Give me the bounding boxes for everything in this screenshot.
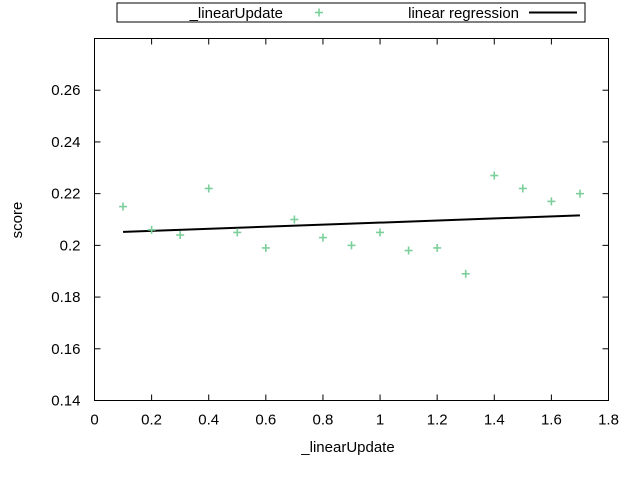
legend: _linearUpdate linear regression bbox=[116, 2, 586, 23]
y-tick-label: 0.26 bbox=[51, 82, 80, 99]
x-tick-label: 0 bbox=[90, 412, 98, 429]
legend-marker-scatter bbox=[315, 8, 323, 17]
y-tick-label: 0.22 bbox=[51, 186, 80, 203]
data-point bbox=[376, 228, 385, 237]
y-tick-label: 0.2 bbox=[60, 237, 81, 254]
x-tick-label: 1.4 bbox=[484, 412, 505, 429]
legend-box bbox=[116, 2, 586, 23]
y-tick-label: 0.16 bbox=[51, 341, 80, 358]
data-point bbox=[490, 171, 499, 180]
regression-line-group bbox=[123, 214, 580, 233]
x-axis-label: _linearUpdate bbox=[300, 439, 394, 456]
x-tick-label: 1.2 bbox=[427, 412, 448, 429]
plot-frame bbox=[94, 38, 609, 401]
legend-label-scatter: _linearUpdate bbox=[189, 5, 283, 22]
y-ticks: 0.14 0.16 0.18 0.2 0.22 0.24 0.26 bbox=[51, 82, 609, 410]
scatter-points bbox=[119, 171, 584, 278]
data-point bbox=[433, 243, 442, 252]
data-point bbox=[290, 215, 299, 224]
regression-line bbox=[123, 214, 580, 233]
data-point bbox=[404, 246, 413, 255]
y-tick-label: 0.14 bbox=[51, 393, 80, 410]
plot-area: 0 0.2 0.4 0.6 0.8 1 1.2 1.4 1.6 1.8 0.140.160.180… bbox=[51, 38, 619, 429]
x-tick-label: 1 bbox=[376, 412, 384, 429]
x-tick-label: 0.4 bbox=[198, 412, 219, 429]
data-point bbox=[518, 184, 527, 193]
data-point bbox=[347, 241, 356, 250]
y-tick-label: 0.24 bbox=[51, 134, 80, 151]
data-point bbox=[261, 243, 270, 252]
x-tick-label: 1.6 bbox=[541, 412, 562, 429]
legend-label-regression: linear regression bbox=[408, 5, 519, 22]
data-point bbox=[233, 228, 242, 237]
x-ticks: 0 0.2 0.4 0.6 0.8 1 1.2 1.4 1.6 1.8 bbox=[90, 38, 619, 429]
data-point bbox=[147, 225, 156, 234]
data-point bbox=[547, 197, 556, 206]
x-tick-label: 0.8 bbox=[313, 412, 334, 429]
x-tick-label: 0.2 bbox=[141, 412, 162, 429]
data-point bbox=[575, 189, 584, 198]
data-point bbox=[461, 269, 470, 278]
data-point bbox=[176, 231, 185, 240]
data-point bbox=[318, 233, 327, 242]
data-point bbox=[204, 184, 213, 193]
y-axis-label: score bbox=[9, 202, 26, 239]
y-tick-label: 0.18 bbox=[51, 289, 80, 306]
x-tick-label: 1.8 bbox=[598, 412, 619, 429]
data-point bbox=[119, 202, 128, 211]
x-tick-label: 0.6 bbox=[255, 412, 276, 429]
